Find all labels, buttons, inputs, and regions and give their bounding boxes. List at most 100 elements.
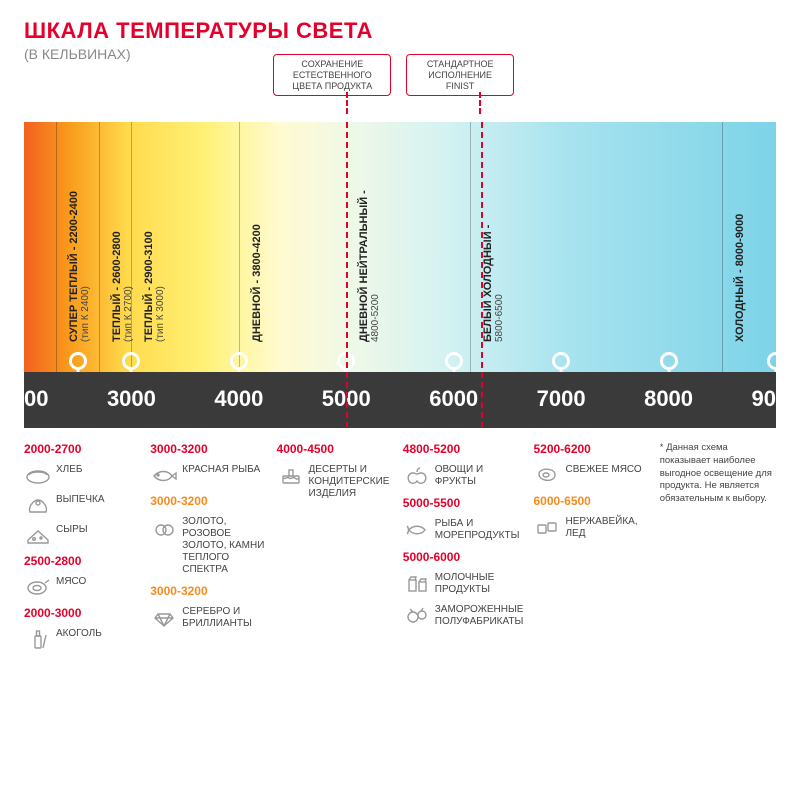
- frozen-icon: [403, 604, 431, 626]
- product-item: ЗАМОРОЖЕННЫЕ ПОЛУФАБРИКАТЫ: [403, 604, 524, 628]
- product-label: ХЛЕБ: [56, 464, 82, 476]
- band-label: ТЕПЛЫЙ - 2900-3100(тип К 3000): [143, 231, 166, 342]
- temp-range: 3000-3200: [150, 494, 266, 508]
- product-item: СВЕЖЕЕ МЯСО: [533, 464, 649, 486]
- temp-range: 4800-5200: [403, 442, 524, 456]
- band-line: [239, 122, 240, 372]
- product-label: ЗАМОРОЖЕННЫЕ ПОЛУФАБРИКАТЫ: [435, 604, 524, 628]
- scale-marker: [552, 352, 570, 370]
- product-label: ЗОЛОТО, РОЗОВОЕ ЗОЛОТО, КАМНИ ТЕПЛОГО СП…: [182, 516, 266, 576]
- product-label: ДЕСЕРТЫ И КОНДИТЕРСКИЕ ИЗДЕЛИЯ: [309, 464, 393, 500]
- band-line: [56, 122, 57, 372]
- scale-marker: [767, 352, 785, 370]
- temp-range: 5000-5500: [403, 496, 524, 510]
- axis-tick-label: 2000: [0, 386, 48, 412]
- product-label: АКОГОЛЬ: [56, 628, 102, 640]
- product-column: 5200-6200 СВЕЖЕЕ МЯСО 6000-6500 НЕРЖАВЕЙКА,…: [533, 442, 649, 650]
- bread-icon: [24, 464, 52, 486]
- temp-range: 3000-3200: [150, 442, 266, 456]
- pastry-icon: [24, 494, 52, 516]
- band-line: [131, 122, 132, 372]
- product-grid: 2000-2700ХЛЕБВЫПЕЧКАСЫРЫ2500-2800МЯСО200…: [24, 442, 776, 650]
- ice-icon: [533, 516, 561, 538]
- temp-range: 4000-4500: [277, 442, 393, 456]
- scale-marker: [122, 352, 140, 370]
- product-item: АКОГОЛЬ: [24, 628, 140, 650]
- meat-icon: [24, 576, 52, 598]
- steak-icon: [533, 464, 561, 486]
- product-item: СЕРЕБРО И БРИЛЛИАНТЫ: [150, 606, 266, 630]
- product-item: РЫБА И МОРЕПРОДУКТЫ: [403, 518, 524, 542]
- callout-leader: [479, 92, 481, 114]
- axis-tick-label: 9000: [752, 386, 800, 412]
- band-label: СУПЕР ТЕПЛЫЙ - 2200-2400(тип К 2400): [68, 191, 91, 342]
- band-label: ХОЛОДНЫЙ - 8000-9000: [734, 214, 746, 342]
- product-label: МОЛОЧНЫЕ ПРОДУКТЫ: [435, 572, 524, 596]
- product-label: СЫРЫ: [56, 524, 88, 536]
- temp-range: 6000-6500: [533, 494, 649, 508]
- product-item: КРАСНАЯ РЫБА: [150, 464, 266, 486]
- product-item: СЫРЫ: [24, 524, 140, 546]
- product-label: СВЕЖЕЕ МЯСО: [565, 464, 641, 476]
- band-label: БЕЛЫЙ ХОЛОДНЫЙ -5800-6500: [482, 225, 505, 342]
- band-label: ДНЕВНОЙ - 3800-4200: [251, 224, 263, 342]
- bottle-icon: [24, 628, 52, 650]
- temp-range: 2000-3000: [24, 606, 140, 620]
- product-item: ДЕСЕРТЫ И КОНДИТЕРСКИЕ ИЗДЕЛИЯ: [277, 464, 393, 500]
- product-column: 4000-4500 ДЕСЕРТЫ И КОНДИТЕРСКИЕ ИЗДЕЛИЯ: [277, 442, 393, 650]
- product-column: 4800-5200 ОВОЩИ И ФРУКТЫ 5000-5500 РЫБА И М…: [403, 442, 524, 650]
- product-label: РЫБА И МОРЕПРОДУКТЫ: [435, 518, 524, 542]
- product-label: КРАСНАЯ РЫБА: [182, 464, 260, 476]
- scale-marker: [69, 352, 87, 370]
- apple-icon: [403, 464, 431, 486]
- product-column: * Данная схема показывает наиболее выгод…: [660, 442, 776, 650]
- milk-icon: [403, 572, 431, 594]
- product-column: 3000-3200 КРАСНАЯ РЫБА 3000-3200 ЗОЛОТО, РО…: [150, 442, 266, 650]
- scale-marker: [660, 352, 678, 370]
- callout-leader: [346, 92, 348, 114]
- diamond-icon: [150, 606, 178, 628]
- callout-box: СТАНДАРТНОЕ ИСПОЛНЕНИЕ FINIST: [406, 54, 514, 96]
- scale-marker: [230, 352, 248, 370]
- product-item: ВЫПЕЧКА: [24, 494, 140, 516]
- band-line: [470, 122, 471, 372]
- band-line: [99, 122, 100, 372]
- seafood-icon: [403, 518, 431, 540]
- product-item: МОЛОЧНЫЕ ПРОДУКТЫ: [403, 572, 524, 596]
- product-item: ЗОЛОТО, РОЗОВОЕ ЗОЛОТО, КАМНИ ТЕПЛОГО СП…: [150, 516, 266, 576]
- axis-tick-label: 3000: [107, 386, 156, 412]
- spectrum-wrap: СУПЕР ТЕПЛЫЙ - 2200-2400(тип К 2400) ТЕПЛ…: [24, 122, 776, 428]
- product-item: НЕРЖАВЕЙКА, ЛЕД: [533, 516, 649, 540]
- callout-dashed-line: [481, 122, 483, 428]
- cheese-icon: [24, 524, 52, 546]
- scale-marker: [445, 352, 463, 370]
- page-subtitle: (В КЕЛЬВИНАХ): [24, 46, 776, 62]
- product-column: 2000-2700ХЛЕБВЫПЕЧКАСЫРЫ2500-2800МЯСО200…: [24, 442, 140, 650]
- product-item: ОВОЩИ И ФРУКТЫ: [403, 464, 524, 488]
- callout-box: СОХРАНЕНИЕ ЕСТЕСТВЕННОГО ЦВЕТА ПРОДУКТА: [273, 54, 391, 96]
- callout-dashed-line: [346, 122, 348, 428]
- rings-icon: [150, 516, 178, 538]
- product-label: МЯСО: [56, 576, 86, 588]
- product-label: СЕРЕБРО И БРИЛЛИАНТЫ: [182, 606, 266, 630]
- product-item: МЯСО: [24, 576, 140, 598]
- color-spectrum: СУПЕР ТЕПЛЫЙ - 2200-2400(тип К 2400) ТЕПЛ…: [24, 122, 776, 372]
- product-label: НЕРЖАВЕЙКА, ЛЕД: [565, 516, 649, 540]
- temp-range: 5000-6000: [403, 550, 524, 564]
- product-label: ОВОЩИ И ФРУКТЫ: [435, 464, 524, 488]
- fish-icon: [150, 464, 178, 486]
- axis-tick-label: 8000: [644, 386, 693, 412]
- temp-range: 5200-6200: [533, 442, 649, 456]
- axis-tick-label: 7000: [537, 386, 586, 412]
- product-label: ВЫПЕЧКА: [56, 494, 105, 506]
- product-item: ХЛЕБ: [24, 464, 140, 486]
- band-label: ДНЕВНОЙ НЕЙТРАЛЬНЫЙ -4800-5200: [358, 190, 381, 342]
- kelvin-axis: 20003000400050006000700080009000: [24, 372, 776, 428]
- axis-tick-label: 4000: [214, 386, 263, 412]
- page-title: ШКАЛА ТЕМПЕРАТУРЫ СВЕТА: [24, 18, 776, 44]
- band-line: [722, 122, 723, 372]
- cake-icon: [277, 464, 305, 486]
- footnote: * Данная схема показывает наиболее выгод…: [660, 442, 776, 506]
- temp-range: 2000-2700: [24, 442, 140, 456]
- axis-tick-label: 6000: [429, 386, 478, 412]
